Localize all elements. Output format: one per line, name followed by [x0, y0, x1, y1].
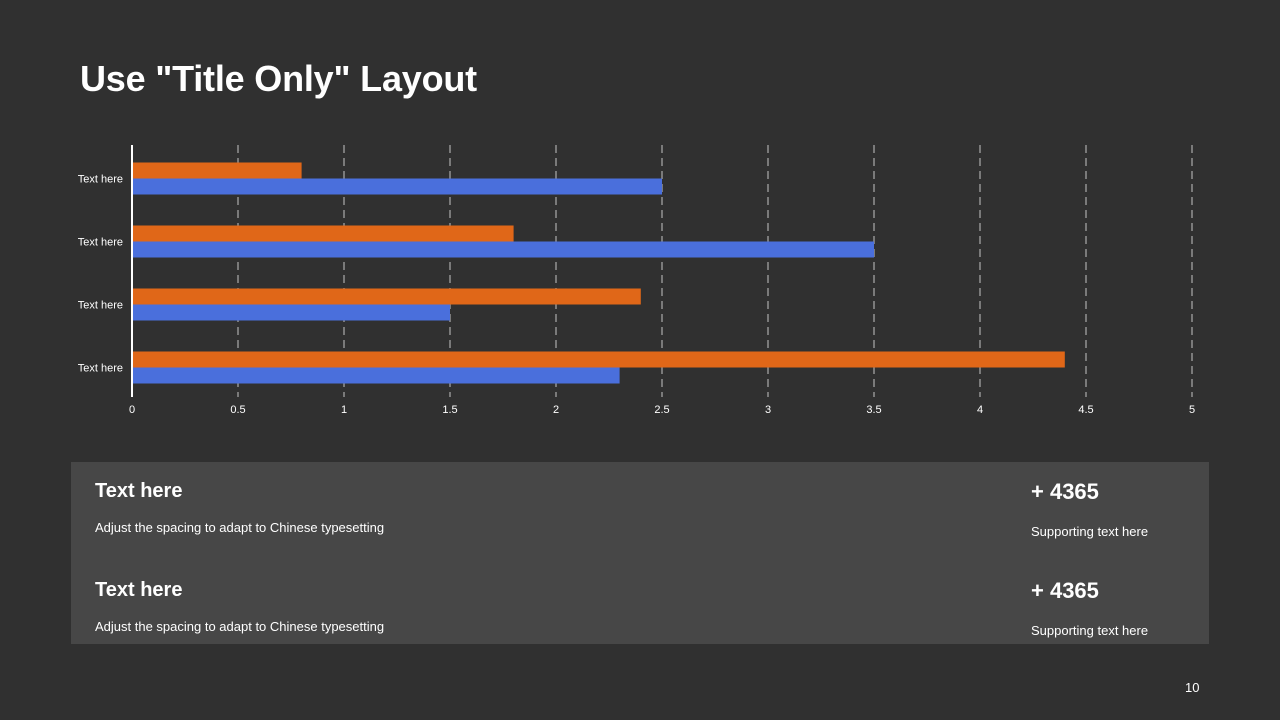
bar-series-2 — [132, 241, 874, 258]
bar-series-2 — [132, 367, 620, 384]
summary-panel: Text here Adjust the spacing to adapt to… — [71, 462, 1209, 644]
row-supporting-text: Supporting text here — [1031, 524, 1149, 539]
x-tick-label: 1 — [341, 404, 347, 416]
x-tick-label: 0 — [129, 404, 135, 416]
row-title: Text here — [95, 579, 183, 601]
bar-series-1 — [132, 162, 302, 179]
category-label: Text here — [78, 300, 123, 312]
x-tick-label: 5 — [1189, 404, 1195, 416]
x-tick-label: 0.5 — [230, 404, 245, 416]
row-supporting-text: Supporting text here — [1031, 623, 1149, 638]
row-description: Adjust the spacing to adapt to Chinese t… — [95, 619, 385, 634]
x-tick-label: 2 — [553, 404, 559, 416]
category-label: Text here — [78, 363, 123, 375]
row-title: Text here — [95, 480, 183, 502]
bar-series-2 — [132, 304, 450, 321]
row-description: Adjust the spacing to adapt to Chinese t… — [95, 520, 385, 535]
x-tick-label: 3 — [765, 404, 771, 416]
summary-row-2: Text here Adjust the spacing to adapt to… — [71, 562, 1209, 652]
x-tick-label: 1.5 — [442, 404, 457, 416]
x-tick-label: 2.5 — [654, 404, 669, 416]
row-stat: + 4365 — [1031, 578, 1099, 603]
row-stat: + 4365 — [1031, 479, 1099, 504]
bar-series-2 — [132, 178, 662, 195]
bar-chart: 0 0.5 1 1.5 2 2.5 3 3.5 4 4.5 5 Text here Text here T… — [78, 145, 1195, 416]
x-tick-label: 4.5 — [1078, 404, 1093, 416]
bar-series-1 — [132, 288, 641, 305]
x-tick-label: 4 — [977, 404, 983, 416]
category-label: Text here — [78, 237, 123, 249]
summary-row-1: Text here Adjust the spacing to adapt to… — [71, 462, 1209, 552]
x-tick-label: 3.5 — [866, 404, 881, 416]
slide-title: Use "Title Only" Layout — [80, 58, 477, 99]
bar-series-1 — [132, 351, 1065, 368]
bar-series-1 — [132, 225, 514, 242]
page-number: 10 — [1185, 680, 1200, 695]
category-label: Text here — [78, 174, 123, 186]
